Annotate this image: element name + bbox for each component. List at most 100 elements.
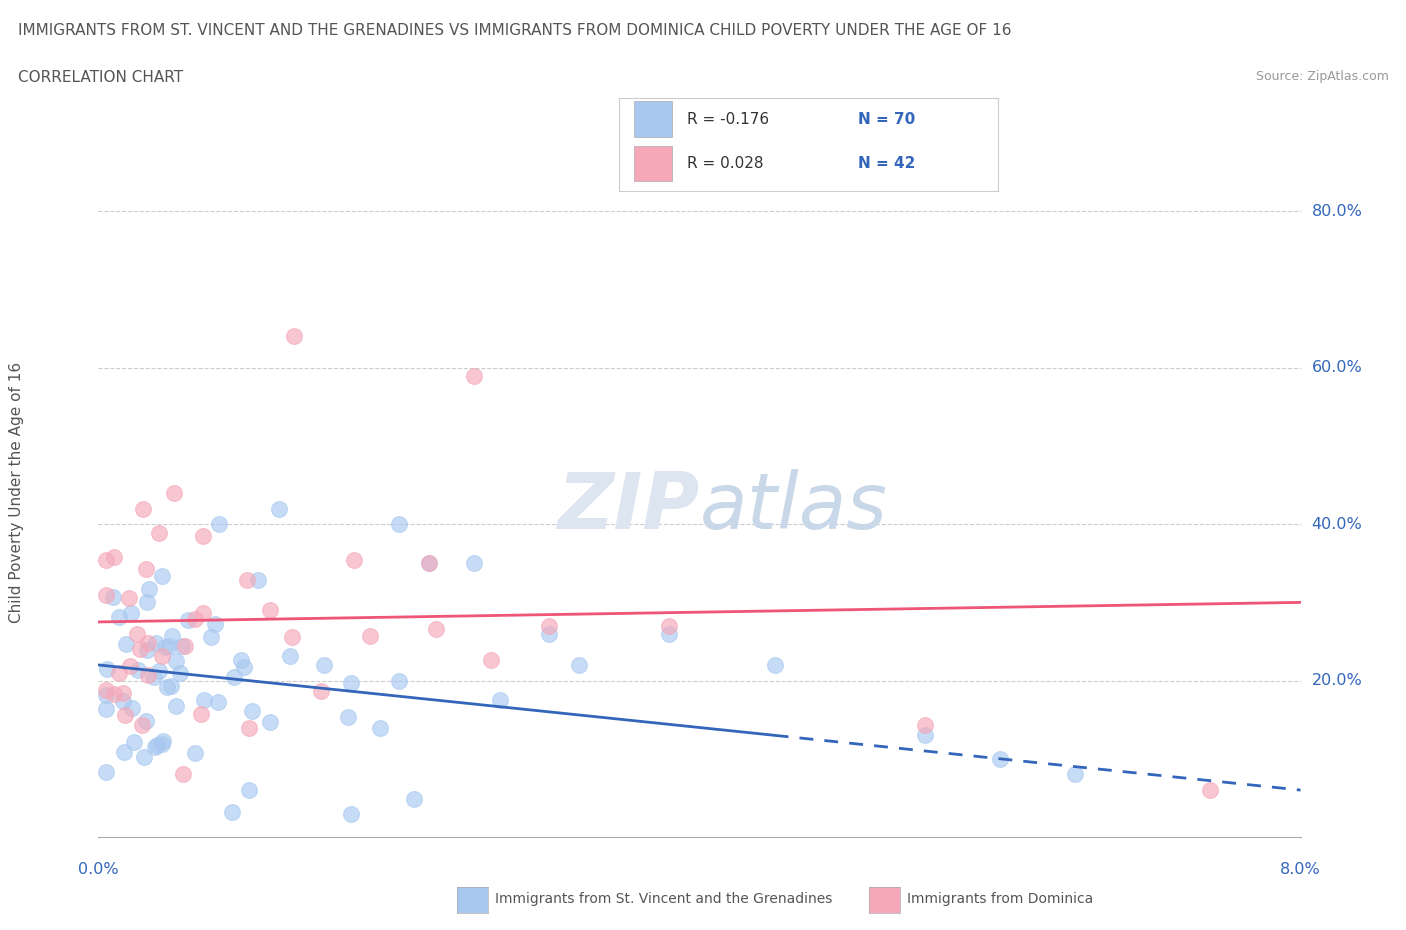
Point bbox=[246, 572, 269, 587]
Point bbox=[418, 556, 440, 571]
Point bbox=[914, 728, 936, 743]
Point bbox=[162, 485, 184, 500]
Point bbox=[103, 590, 125, 604]
Point bbox=[193, 692, 215, 707]
Point bbox=[425, 621, 447, 636]
Point bbox=[156, 680, 179, 695]
Point bbox=[112, 744, 135, 759]
Point bbox=[479, 653, 502, 668]
Point bbox=[120, 606, 142, 621]
Bar bbox=[634, 101, 672, 137]
Point bbox=[103, 687, 125, 702]
Point bbox=[191, 605, 214, 620]
Point bbox=[143, 670, 166, 684]
Point bbox=[148, 664, 170, 679]
Point bbox=[267, 501, 290, 516]
Point bbox=[1064, 767, 1087, 782]
Bar bbox=[634, 146, 672, 181]
Point bbox=[463, 556, 485, 571]
Text: Child Poverty Under the Age of 16: Child Poverty Under the Age of 16 bbox=[10, 363, 24, 623]
Point bbox=[309, 684, 332, 698]
Point bbox=[208, 517, 231, 532]
Text: ZIP: ZIP bbox=[557, 469, 699, 545]
Point bbox=[150, 737, 173, 751]
Text: R = 0.028: R = 0.028 bbox=[688, 156, 763, 171]
Point bbox=[94, 701, 117, 716]
Point bbox=[336, 710, 359, 724]
Text: N = 42: N = 42 bbox=[858, 156, 915, 171]
Point bbox=[1199, 783, 1222, 798]
Point bbox=[145, 635, 167, 650]
Point bbox=[136, 643, 159, 658]
Point bbox=[402, 791, 425, 806]
Point bbox=[259, 603, 281, 618]
Point bbox=[191, 529, 214, 544]
Point bbox=[229, 653, 252, 668]
Point bbox=[127, 662, 149, 677]
Point bbox=[165, 698, 187, 713]
Text: 80.0%: 80.0% bbox=[1312, 204, 1362, 219]
Point bbox=[103, 550, 125, 565]
Point bbox=[150, 568, 173, 583]
Point bbox=[138, 581, 160, 596]
Point bbox=[538, 626, 561, 641]
Point bbox=[136, 635, 159, 650]
Point bbox=[94, 687, 117, 702]
Point bbox=[207, 695, 229, 710]
Point bbox=[96, 661, 118, 676]
Point bbox=[259, 715, 281, 730]
Point bbox=[283, 329, 305, 344]
Point bbox=[343, 552, 366, 567]
Point bbox=[340, 675, 363, 690]
Point bbox=[114, 708, 136, 723]
Point bbox=[204, 616, 226, 631]
Point bbox=[135, 713, 157, 728]
Point bbox=[368, 720, 391, 735]
Point bbox=[132, 501, 155, 516]
Point bbox=[184, 746, 207, 761]
Point bbox=[242, 703, 264, 718]
Point bbox=[112, 685, 135, 700]
Point bbox=[489, 692, 512, 707]
Point bbox=[278, 648, 301, 663]
Point bbox=[153, 640, 176, 655]
Point bbox=[174, 639, 197, 654]
Point bbox=[143, 739, 166, 754]
Point bbox=[538, 618, 561, 633]
Text: IMMIGRANTS FROM ST. VINCENT AND THE GRENADINES VS IMMIGRANTS FROM DOMINICA CHILD: IMMIGRANTS FROM ST. VINCENT AND THE GREN… bbox=[18, 23, 1012, 38]
Point bbox=[914, 718, 936, 733]
Point bbox=[157, 639, 180, 654]
Point bbox=[763, 658, 786, 672]
Point bbox=[238, 720, 260, 735]
Point bbox=[170, 639, 193, 654]
Point bbox=[190, 707, 212, 722]
Point bbox=[152, 734, 174, 749]
Point bbox=[127, 626, 149, 641]
Point bbox=[200, 630, 222, 644]
Text: 8.0%: 8.0% bbox=[1281, 862, 1320, 877]
Point bbox=[463, 368, 485, 383]
Text: atlas: atlas bbox=[699, 469, 887, 545]
Point bbox=[388, 673, 411, 688]
Point bbox=[235, 572, 257, 587]
Point bbox=[146, 737, 169, 752]
Point bbox=[94, 552, 117, 567]
Point bbox=[221, 804, 243, 819]
Text: 60.0%: 60.0% bbox=[1312, 360, 1362, 376]
Point bbox=[339, 806, 361, 821]
Point bbox=[177, 612, 200, 627]
Point bbox=[115, 636, 138, 651]
Point bbox=[96, 764, 118, 779]
Text: Source: ZipAtlas.com: Source: ZipAtlas.com bbox=[1256, 70, 1389, 83]
Point bbox=[122, 735, 145, 750]
Point bbox=[94, 588, 117, 603]
Text: N = 70: N = 70 bbox=[858, 112, 915, 126]
Point bbox=[280, 630, 302, 644]
Point bbox=[120, 658, 142, 673]
Point bbox=[108, 610, 131, 625]
Point bbox=[568, 658, 591, 672]
Point bbox=[988, 751, 1011, 766]
Point bbox=[658, 618, 681, 633]
Text: 20.0%: 20.0% bbox=[1312, 673, 1362, 688]
Point bbox=[135, 562, 157, 577]
